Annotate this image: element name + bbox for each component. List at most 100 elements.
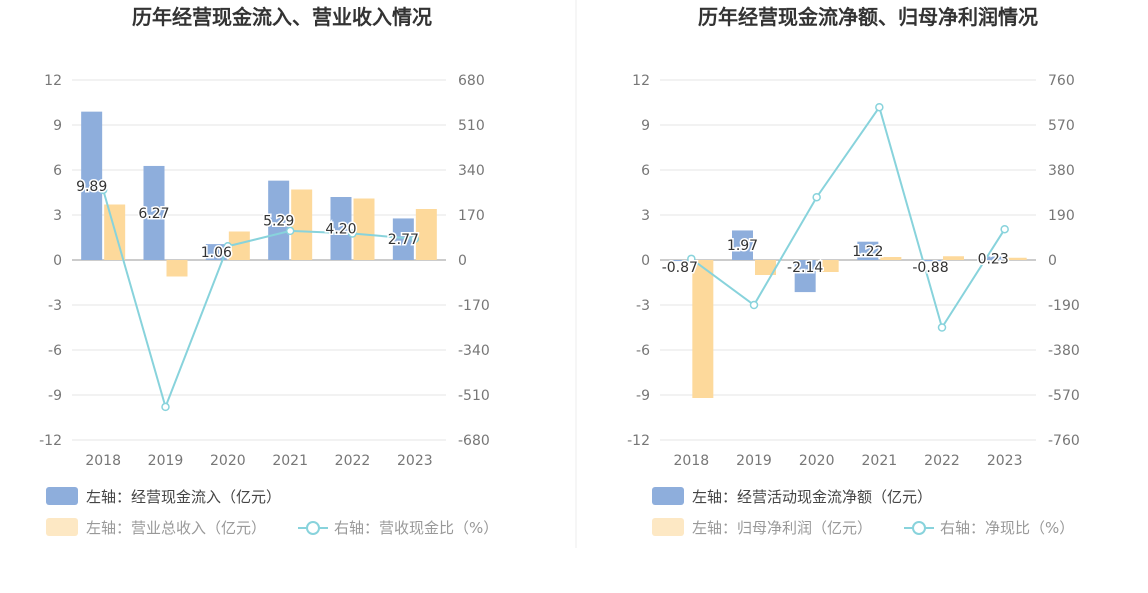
bar-secondary (1005, 257, 1027, 260)
bar-secondary (692, 260, 714, 398)
right-axis-tick-label: -510 (458, 388, 490, 404)
line-point (875, 102, 884, 112)
line-point (348, 229, 357, 238)
left-axis-tick-label: 3 (641, 208, 650, 224)
right-axis-tick-label: 570 (1048, 118, 1075, 134)
right-axis-tick-label: 510 (458, 118, 485, 134)
legend-label: 左轴：营业总收入（亿元） (86, 519, 266, 537)
left-axis-tick-label: -6 (48, 343, 62, 359)
line-point (937, 323, 947, 332)
data-label: 0.23 (978, 251, 1009, 267)
right-axis-tick-label: 0 (458, 253, 467, 269)
right-axis-tick-label: 170 (458, 208, 485, 224)
left-axis-tick-label: 6 (53, 163, 62, 179)
right-axis-tick-label: -340 (458, 343, 490, 359)
data-label: 2.77 (388, 232, 419, 248)
left-axis-tick-label: 12 (44, 73, 62, 89)
left-axis-tick-label: -9 (48, 388, 62, 404)
left-axis-tick-label: 9 (53, 118, 62, 134)
right-axis-tick-label: -380 (1048, 343, 1080, 359)
bar-secondary (943, 256, 964, 260)
bar-primary (920, 260, 941, 262)
bar-secondary (166, 260, 188, 277)
x-axis-tick-label: 2022 (335, 453, 371, 469)
data-label: 1.97 (727, 238, 758, 254)
x-axis-tick-label: 2020 (210, 453, 246, 469)
legend-label: 右轴：净现比（%） (940, 519, 1074, 537)
left-axis-tick-label: 0 (53, 253, 62, 269)
legend-marker-icon (912, 521, 926, 535)
data-label: 5.29 (263, 213, 294, 229)
bar-primary (81, 111, 103, 261)
left-axis-tick-label: 3 (53, 208, 62, 224)
x-axis-tick-label: 2020 (799, 453, 835, 469)
left-axis-tick-label: 6 (641, 163, 650, 179)
x-axis-tick-label: 2018 (674, 453, 710, 469)
x-axis-tick-label: 2019 (736, 453, 772, 469)
left-axis-tick-label: -12 (39, 433, 62, 449)
line-point (223, 241, 233, 251)
bar-secondary (415, 209, 437, 260)
chart-title: 历年经营现金流净额、归母净利润情况 (698, 5, 1038, 29)
line-point (410, 234, 420, 244)
bar-secondary (353, 198, 375, 260)
left-axis-tick-label: -6 (636, 343, 650, 359)
left-axis-tick-label: -3 (48, 298, 62, 314)
chart-net-cashflow-profit: 历年经营现金流净额、归母净利润情况 12 760 9 570 6 380 3 190 0 0 -3 -1… (627, 5, 1080, 537)
bar-primary (392, 218, 414, 260)
left-axis-tick-label: 9 (641, 118, 650, 134)
legend-swatch-secondary-bar (46, 518, 78, 536)
legend-label: 右轴：营收现金比（%） (334, 519, 498, 537)
right-axis-tick-label: -170 (458, 298, 490, 314)
bar-primary (794, 260, 816, 293)
x-axis-tick-label: 2018 (85, 453, 121, 469)
line-point (161, 402, 170, 412)
data-label: -0.88 (912, 260, 948, 276)
bar-secondary (755, 260, 776, 275)
line-point (285, 226, 295, 236)
legend-label: 左轴：归母净利润（亿元） (692, 519, 872, 537)
bar-primary (982, 256, 1004, 260)
legend-label: 左轴：经营活动现金流净额（亿元） (692, 488, 932, 506)
right-axis-tick-label: 190 (1048, 208, 1075, 224)
bar-primary (205, 244, 227, 260)
x-axis-tick-label: 2021 (272, 453, 308, 469)
right-axis-tick-label: 380 (1048, 163, 1075, 179)
line-point (749, 300, 759, 310)
data-label: -0.87 (662, 260, 698, 276)
legend-swatch-secondary-bar (652, 518, 684, 536)
bar-secondary (880, 257, 902, 260)
data-label: -2.14 (787, 260, 823, 276)
left-axis-tick-label: 0 (641, 253, 650, 269)
chart-title: 历年经营现金流入、营业收入情况 (132, 5, 432, 29)
bar-secondary (228, 231, 250, 260)
right-axis-tick-label: -760 (1048, 433, 1080, 449)
bar-primary (732, 230, 753, 260)
bar-primary (143, 165, 165, 260)
x-axis-tick-label: 2021 (862, 453, 898, 469)
x-axis-tick-label: 2019 (148, 453, 184, 469)
bar-primary (857, 241, 879, 260)
right-axis-tick-label: 680 (458, 73, 485, 89)
bar-primary (268, 180, 290, 260)
x-axis-tick-label: 2023 (987, 453, 1023, 469)
legend-swatch-primary-bar (652, 487, 684, 505)
right-axis-tick-label: -570 (1048, 388, 1080, 404)
data-label: 1.06 (201, 245, 232, 261)
line-point (1000, 224, 1009, 234)
right-axis-tick-label: -680 (458, 433, 490, 449)
bar-primary (330, 197, 352, 260)
line-series (690, 104, 1006, 330)
left-axis-tick-label: -9 (636, 388, 650, 404)
left-axis-tick-label: -12 (627, 433, 650, 449)
left-axis-tick-label: -3 (636, 298, 650, 314)
legend-marker-icon (306, 521, 320, 535)
right-axis-tick-label: 0 (1048, 253, 1057, 269)
line-point (812, 192, 821, 202)
data-label: 4.20 (325, 222, 356, 238)
bar-secondary (291, 189, 313, 260)
chart-cash-inflow-revenue: 历年经营现金流入、营业收入情况 12 680 9 510 6 340 3 170 0 0 -3 -170… (39, 5, 498, 537)
line-point (98, 185, 108, 195)
bar-secondary (817, 260, 839, 272)
